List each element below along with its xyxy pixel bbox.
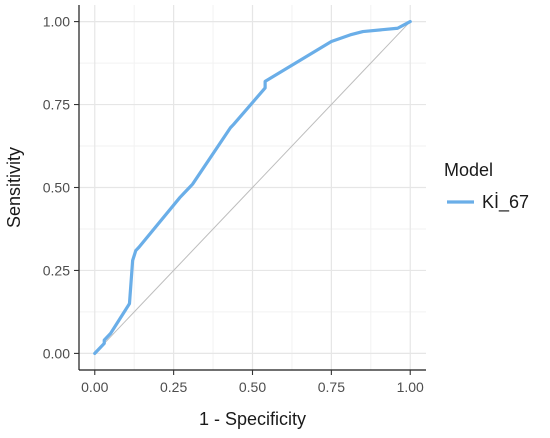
x-tick-label: 0.25	[160, 379, 187, 395]
roc-curve-ki67	[93, 19, 412, 356]
x-tick-label: 0.75	[318, 379, 345, 395]
x-axis-title: 1 - Specificity	[199, 409, 306, 429]
y-tick-label: 1.00	[43, 14, 70, 30]
legend-label-ki67: Kİ_67	[482, 192, 529, 213]
y-tick-label: 0.00	[43, 345, 70, 361]
x-tick-label: 1.00	[397, 379, 424, 395]
y-axis-title: Sensitivity	[4, 147, 24, 228]
reference-diagonal-line	[94, 21, 411, 354]
x-tick-label: 0.00	[81, 379, 108, 395]
y-tick-label: 0.50	[43, 180, 70, 196]
legend-title: Model	[444, 160, 493, 180]
legend: Model Kİ_67	[444, 160, 529, 213]
x-axis-ticks: 0.00 0.25 0.50 0.75 1.00	[81, 370, 424, 395]
y-tick-label: 0.75	[43, 97, 70, 113]
x-tick-label: 0.50	[239, 379, 266, 395]
y-axis-ticks: 0.00 0.25 0.50 0.75 1.00	[43, 14, 79, 361]
y-tick-label: 0.25	[43, 262, 70, 278]
